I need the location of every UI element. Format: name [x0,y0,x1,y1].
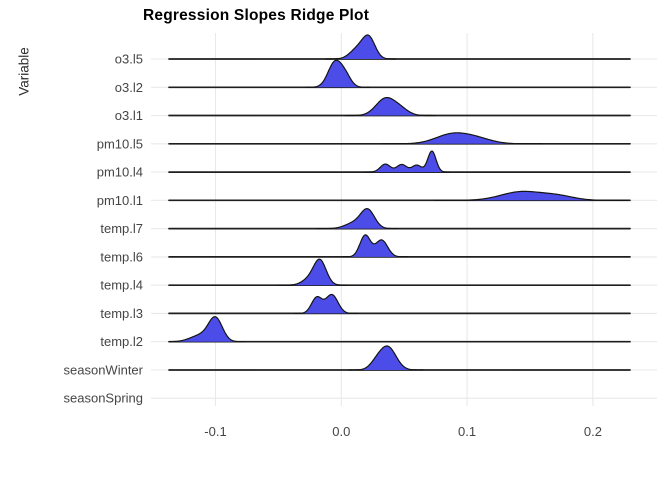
y-tick-label-seasonWinter: seasonWinter [64,363,144,378]
y-tick-label-temp.l7: temp.l7 [100,221,143,236]
density-curve-temp.l4 [278,258,348,286]
density-curve-pm10.l1 [434,190,629,201]
y-tick-label-o3.l5: o3.l5 [115,52,143,67]
y-tick-label-o3.l1: o3.l1 [115,108,143,123]
density-curve-o3.l2 [304,59,371,88]
density-curve-o3.l5 [325,34,397,60]
density-curve-pm10.l4 [363,150,451,173]
x-tick-label-0.1: 0.1 [458,424,476,439]
y-tick-label-pm10.l1: pm10.l1 [97,193,143,208]
x-tick-label--0.1: -0.1 [204,424,226,439]
y-tick-label-pm10.l5: pm10.l5 [97,136,143,151]
y-tick-label-temp.l2: temp.l2 [100,334,143,349]
chart-title: Regression Slopes Ridge Plot [143,7,370,24]
density-curve-temp.l6 [341,234,409,258]
x-tick-label-0.2: 0.2 [584,424,602,439]
density-curve-pm10.l5 [381,132,543,145]
y-tick-label-seasonSpring: seasonSpring [64,391,144,406]
y-tick-label-pm10.l4: pm10.l4 [97,165,143,180]
y-tick-label-temp.l6: temp.l6 [100,249,143,264]
density-curve-temp.l2 [168,316,246,343]
density-curve-o3.l1 [344,96,437,117]
density-curve-temp.l3 [293,293,359,315]
density-curve-seasonWinter [348,345,424,371]
y-tick-label-temp.l3: temp.l3 [100,306,143,321]
x-tick-label-0.0: 0.0 [332,424,350,439]
y-tick-label-o3.l2: o3.l2 [115,80,143,95]
y-tick-label-temp.l4: temp.l4 [100,278,143,293]
density-curve-temp.l7 [315,208,399,230]
